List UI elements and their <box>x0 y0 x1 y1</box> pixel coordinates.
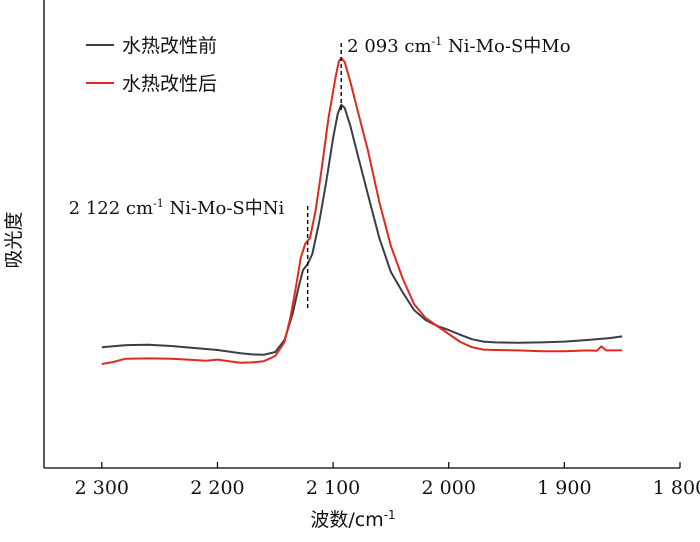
x-tick-label: 2 200 <box>190 477 244 499</box>
annotation-label-2: 2 122 cm-1 Ni-Mo-S中Ni <box>69 197 285 219</box>
annotations: 2 093 cm-1 Ni-Mo-S中Mo 2 122 cm-1 Ni-Mo-S中… <box>69 35 571 308</box>
annotation-suffix: Ni-Mo-S中Ni <box>164 198 285 219</box>
series-line-1 <box>101 103 623 356</box>
annotation-sup: -1 <box>153 197 164 210</box>
annotation-sup: -1 <box>432 35 443 48</box>
x-tick-label: 2 000 <box>422 477 476 499</box>
x-axis-title-sup: -1 <box>384 508 396 522</box>
x-axis-title: 波数/cm-1 <box>310 508 395 531</box>
annotation-label-1: 2 093 cm-1 Ni-Mo-S中Mo <box>347 35 570 57</box>
series-lines <box>101 57 623 365</box>
series-line-2 <box>101 57 623 365</box>
x-tick-label: 1 800 <box>653 477 700 499</box>
legend-label-1: 水热改性前 <box>122 35 217 57</box>
x-tick-label: 2 100 <box>306 477 360 499</box>
y-axis-title: 吸光度 <box>3 211 25 268</box>
x-tick-label: 2 300 <box>75 477 129 499</box>
x-tick-label: 1 900 <box>537 477 591 499</box>
axes: 2 300 2 200 2 100 2 000 1 900 1 800 波数/cm-1 吸光度 <box>3 0 700 531</box>
legend-label-2: 水热改性后 <box>122 73 217 95</box>
annotation-suffix: Ni-Mo-S中Mo <box>442 36 570 57</box>
